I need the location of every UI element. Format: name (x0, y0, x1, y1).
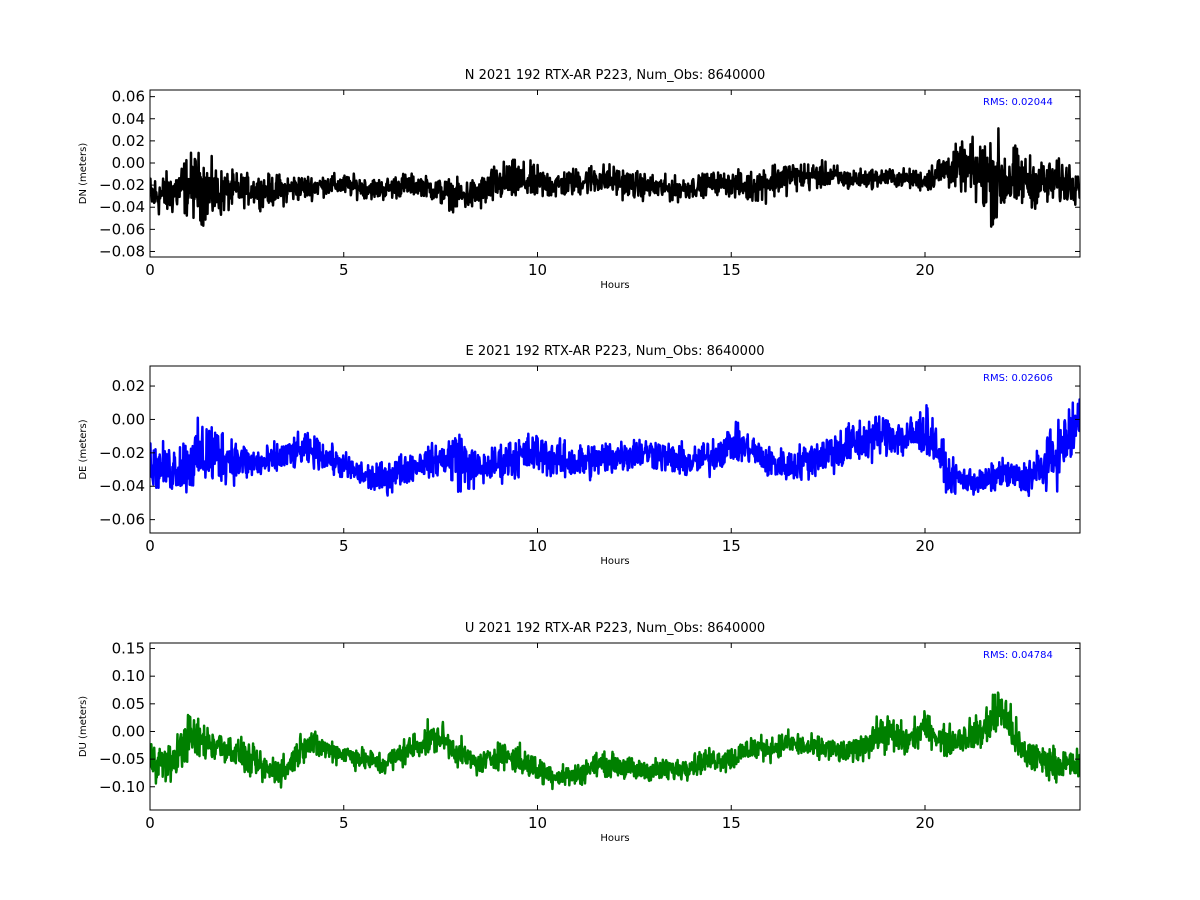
x-tick-label: 20 (915, 261, 934, 279)
chart-title: E 2021 192 RTX-AR P223, Num_Obs: 8640000 (466, 344, 765, 359)
x-tick-label: 0 (145, 537, 155, 555)
y-tick-label: 0.06 (112, 88, 145, 106)
y-tick-label: 0.00 (112, 722, 145, 740)
y-tick-label: 0.02 (112, 132, 145, 150)
y-axis-label: DU (meters) (78, 696, 89, 757)
y-axis-label: DN (meters) (78, 143, 89, 205)
chart-title: U 2021 192 RTX-AR P223, Num_Obs: 8640000 (465, 621, 765, 636)
x-tick-label: 20 (915, 814, 934, 832)
y-tick-label: −0.02 (99, 444, 145, 462)
series-trace (150, 127, 1080, 228)
x-axis-label: Hours (600, 556, 629, 567)
y-tick-label: 0.04 (112, 110, 145, 128)
x-tick-label: 0 (145, 814, 155, 832)
y-tick-label: −0.08 (99, 242, 145, 260)
x-axis-label: Hours (600, 280, 629, 291)
x-tick-label: 15 (722, 261, 741, 279)
x-axis-label: Hours (600, 833, 629, 844)
y-tick-label: −0.10 (99, 778, 145, 796)
plot-frame (149, 89, 1081, 258)
y-tick-label: −0.02 (99, 176, 145, 194)
x-tick-label: 15 (722, 814, 741, 832)
y-tick-label: 0.00 (112, 154, 145, 172)
rms-annotation: RMS: 0.04784 (983, 650, 1053, 661)
plot-frame (149, 642, 1081, 811)
series-trace (150, 398, 1080, 498)
chart-title: N 2021 192 RTX-AR P223, Num_Obs: 8640000 (465, 68, 765, 83)
y-tick-label: 0.05 (112, 695, 145, 713)
x-tick-label: 10 (528, 814, 547, 832)
subplot-0: 0 5 10 15 20 0.06 0.04 0.02 0.00 −0.02 −0.04 −0.06 −… (78, 68, 1081, 291)
y-tick-label: −0.06 (99, 511, 145, 529)
y-tick-label: −0.05 (99, 750, 145, 768)
x-tick-label: 0 (145, 261, 155, 279)
rms-annotation: RMS: 0.02606 (983, 373, 1053, 384)
y-tick-label: 0.10 (112, 667, 145, 685)
plot-frame (149, 365, 1081, 534)
y-tick-label: −0.04 (99, 477, 145, 495)
subplot-2: 0 5 10 15 20 0.15 0.10 0.05 0.00 −0.05 −0.10 U 2021… (78, 621, 1081, 844)
y-tick-label: −0.06 (99, 220, 145, 238)
subplot-1: 0 5 10 15 20 0.02 0.00 −0.02 −0.04 −0.06 E 2021 19… (78, 344, 1081, 567)
y-tick-label: 0.15 (112, 640, 145, 658)
y-tick-label: −0.04 (99, 198, 145, 216)
rms-annotation: RMS: 0.02044 (983, 97, 1053, 108)
x-tick-label: 5 (339, 814, 349, 832)
x-tick-label: 10 (528, 537, 547, 555)
x-tick-label: 5 (339, 261, 349, 279)
x-tick-label: 20 (915, 537, 934, 555)
series-trace (150, 691, 1080, 791)
x-tick-label: 10 (528, 261, 547, 279)
y-axis-label: DE (meters) (78, 419, 89, 479)
y-tick-label: 0.02 (112, 377, 145, 395)
x-tick-label: 15 (722, 537, 741, 555)
y-tick-label: 0.00 (112, 410, 145, 428)
x-tick-label: 5 (339, 537, 349, 555)
